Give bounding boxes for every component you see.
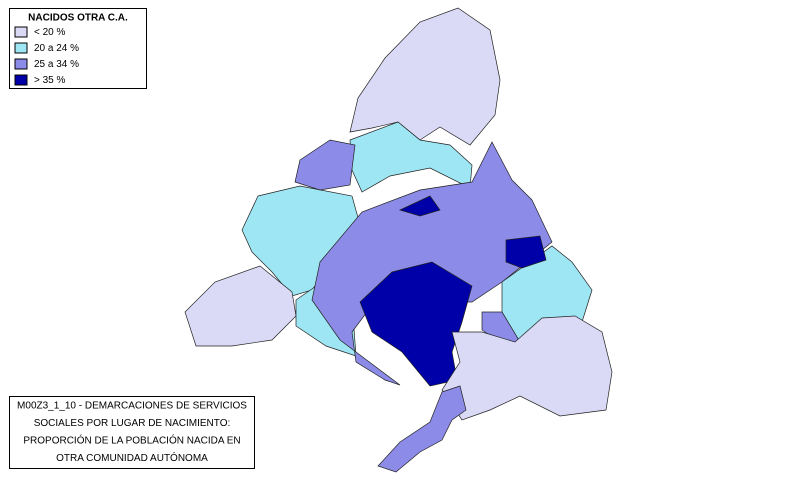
legend-label: > 35 % <box>34 75 66 86</box>
legend-swatch <box>14 26 28 38</box>
legend-box <box>9 8 147 89</box>
caption: M00Z3_1_10 - DEMARCACIONES DE SERVICIOS S… <box>17 401 247 465</box>
caption-line: PROPORCIÓN DE LA POBLACIÓN NACIDA EN <box>23 434 240 447</box>
caption-line: SOCIALES POR LUGAR DE NACIMIENTO: <box>34 418 231 429</box>
region <box>377 385 467 473</box>
caption-line: OTRA COMUNIDAD AUTÓNOMA <box>56 451 208 464</box>
region <box>441 315 613 421</box>
region <box>399 195 441 217</box>
legend-swatch <box>14 58 28 70</box>
legend-swatch <box>14 74 28 86</box>
region <box>349 7 501 146</box>
legend-label: < 20 % <box>34 27 66 38</box>
legend-items: < 20 % 20 a 24 % 25 a 34 % > 35 % <box>14 26 79 86</box>
regions <box>184 7 613 473</box>
legend-label: 25 a 34 % <box>34 59 79 70</box>
legend-title: NACIDOS OTRA C.A. <box>28 13 128 24</box>
caption-line: M00Z3_1_10 - DEMARCACIONES DE SERVICIOS <box>17 401 247 412</box>
region <box>359 261 473 387</box>
legend-swatch <box>14 42 28 54</box>
region <box>505 235 547 269</box>
region <box>294 139 356 191</box>
caption-box <box>9 396 255 469</box>
legend-label: 20 a 24 % <box>34 43 79 54</box>
